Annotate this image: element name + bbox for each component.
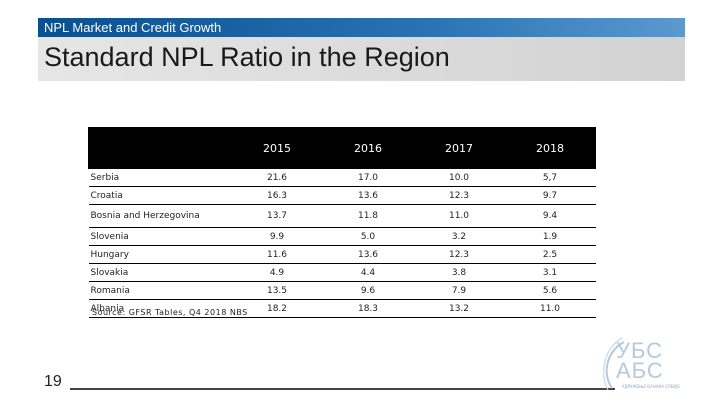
association-logo: УБС АБС УДРУЖЕЊЕ БАНАКА СРБИЈЕ	[600, 330, 690, 392]
country-cell: Albania	[88, 299, 232, 318]
year-header: 2018	[504, 127, 596, 169]
country-cell: Romania	[88, 281, 232, 300]
table-row: Albania 18.2 18.3 13.2 11.0	[88, 299, 596, 318]
source-note: Source: GFSR Tables, Q4 2018 NBS	[92, 308, 248, 317]
table-header-row: 2015 2016 2017 2018	[88, 127, 596, 169]
value-cell: 3.1	[504, 263, 596, 282]
year-header: 2016	[322, 127, 414, 169]
table-row: Croatia 16.3 13.6 12.3 9.7	[88, 186, 596, 205]
section-header-bar: NPL Market and Credit Growth	[38, 18, 685, 37]
value-cell: 4.9	[231, 263, 323, 282]
table-row: Bosnia and Herzegovina 13.7 11.8 11.0 9.…	[88, 204, 596, 228]
value-cell: 10.0	[413, 168, 505, 187]
value-cell: 13.6	[322, 186, 414, 205]
section-title: NPL Market and Credit Growth	[44, 20, 222, 35]
value-cell: 9.7	[504, 186, 596, 205]
country-cell: Slovakia	[88, 263, 232, 282]
value-cell: 5.6	[504, 281, 596, 300]
country-cell: Slovenia	[88, 227, 232, 246]
value-cell: 18.3	[322, 299, 414, 318]
logo-text-bottom: АБС	[616, 358, 664, 383]
value-cell: 13.7	[231, 204, 323, 228]
slide-title: Standard NPL Ratio in the Region	[44, 42, 450, 72]
country-cell: Croatia	[88, 186, 232, 205]
country-cell: Serbia	[88, 168, 232, 187]
value-cell: 11.0	[504, 299, 596, 318]
value-cell: 18.2	[231, 299, 323, 318]
value-cell: 12.3	[413, 245, 505, 264]
value-cell: 2.5	[504, 245, 596, 264]
table-row: Romania 13.5 9.6 7.9 5.6	[88, 281, 596, 300]
table-row: Slovakia 4.9 4.4 3.8 3.1	[88, 263, 596, 282]
value-cell: 9.9	[231, 227, 323, 246]
slide-title-bar: Standard NPL Ratio in the Region	[38, 37, 685, 81]
value-cell: 3.8	[413, 263, 505, 282]
logo-subtext: УДРУЖЕЊЕ БАНАКА СРБИЈЕ	[622, 384, 680, 389]
table-row: Hungary 11.6 13.6 12.3 2.5	[88, 245, 596, 264]
table-row: Serbia 21.6 17.0 10.0 5,7	[88, 168, 596, 187]
country-cell: Hungary	[88, 245, 232, 264]
year-header: 2017	[413, 127, 505, 169]
npl-ratio-table: 2015 2016 2017 2018 Serbia 21.6 17.0 10.…	[88, 127, 596, 318]
value-cell: 13.2	[413, 299, 505, 318]
value-cell: 11.8	[322, 204, 414, 228]
value-cell: 16.3	[231, 186, 323, 205]
value-cell: 13.5	[231, 281, 323, 300]
year-header: 2015	[231, 127, 323, 169]
logo-swirl-icon	[603, 337, 625, 391]
value-cell: 9.4	[504, 204, 596, 228]
value-cell: 12.3	[413, 186, 505, 205]
value-cell: 7.9	[413, 281, 505, 300]
page-number: 19	[44, 373, 62, 390]
value-cell: 3.2	[413, 227, 505, 246]
logo-text-top: УБС	[616, 338, 664, 363]
value-cell: 9.6	[322, 281, 414, 300]
value-cell: 13.6	[322, 245, 414, 264]
value-cell: 5.0	[322, 227, 414, 246]
footer-divider	[70, 388, 615, 390]
table-row: Slovenia 9.9 5.0 3.2 1.9	[88, 227, 596, 246]
table-corner-header	[88, 127, 232, 169]
value-cell: 5,7	[504, 168, 596, 187]
value-cell: 11.0	[413, 204, 505, 228]
value-cell: 1.9	[504, 227, 596, 246]
country-cell: Bosnia and Herzegovina	[88, 204, 232, 228]
value-cell: 21.6	[231, 168, 323, 187]
value-cell: 4.4	[322, 263, 414, 282]
value-cell: 11.6	[231, 245, 323, 264]
value-cell: 17.0	[322, 168, 414, 187]
